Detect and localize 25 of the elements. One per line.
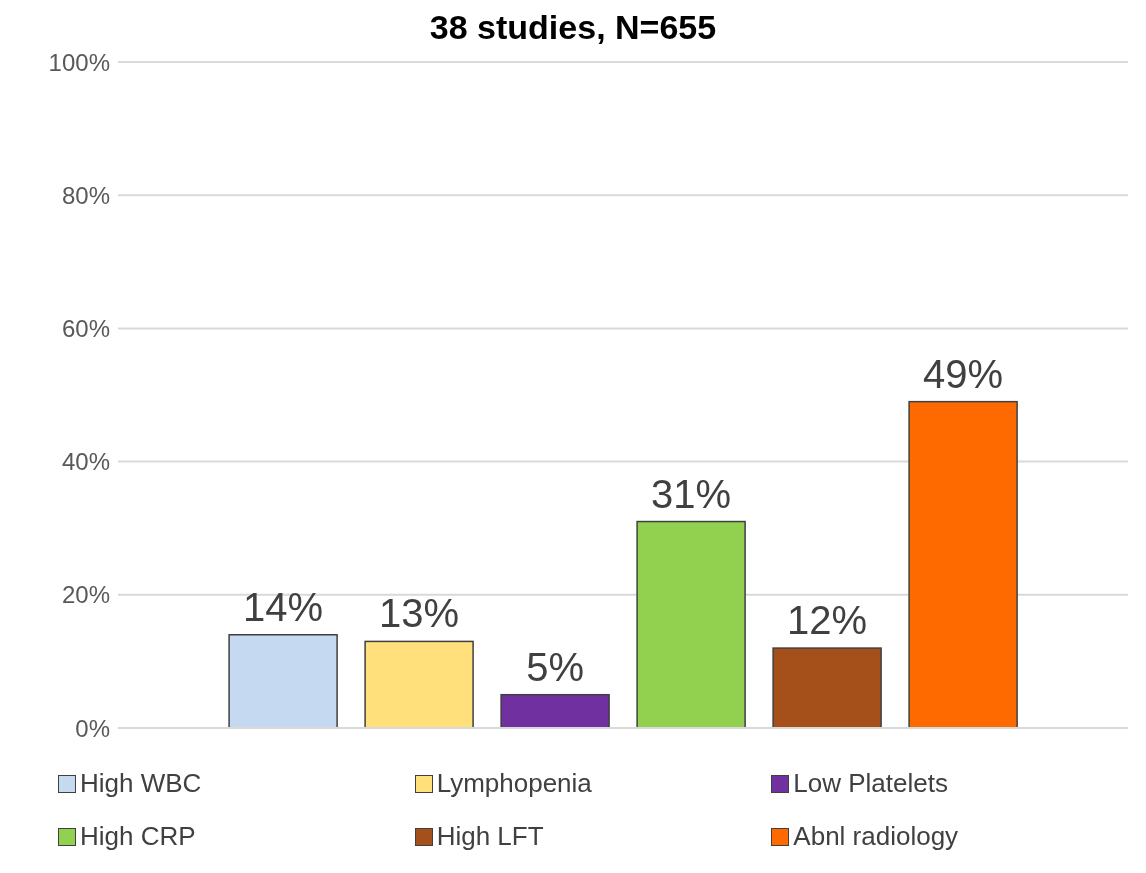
legend-label: Abnl radiology [793,821,959,852]
y-tick-label: 80% [61,181,110,209]
legend-label: Lymphopenia [436,768,592,799]
legend-label: High CRP [80,821,196,852]
legend-label: High LFT [436,821,544,852]
data-label: 31% [651,471,732,516]
data-label: 13% [379,591,460,636]
bar [500,693,610,728]
chart-title: 38 studies, N=655 [429,8,717,46]
bar [772,647,882,728]
data-label: 14% [243,584,324,629]
y-tick-label: 20% [61,581,110,609]
y-tick-label: 60% [61,314,110,342]
y-tick-label: 100% [48,48,110,76]
y-tick-label: 0% [75,714,110,742]
legend-label: High WBC [80,768,202,799]
bar [908,400,1018,728]
bar [228,634,338,728]
legend-label: Low Platelets [793,768,948,799]
bar [636,520,746,728]
bar [364,640,474,728]
data-label: 12% [787,598,868,643]
data-label: 5% [526,644,585,689]
y-tick-label: 40% [61,448,110,476]
data-label: 49% [923,351,1004,396]
